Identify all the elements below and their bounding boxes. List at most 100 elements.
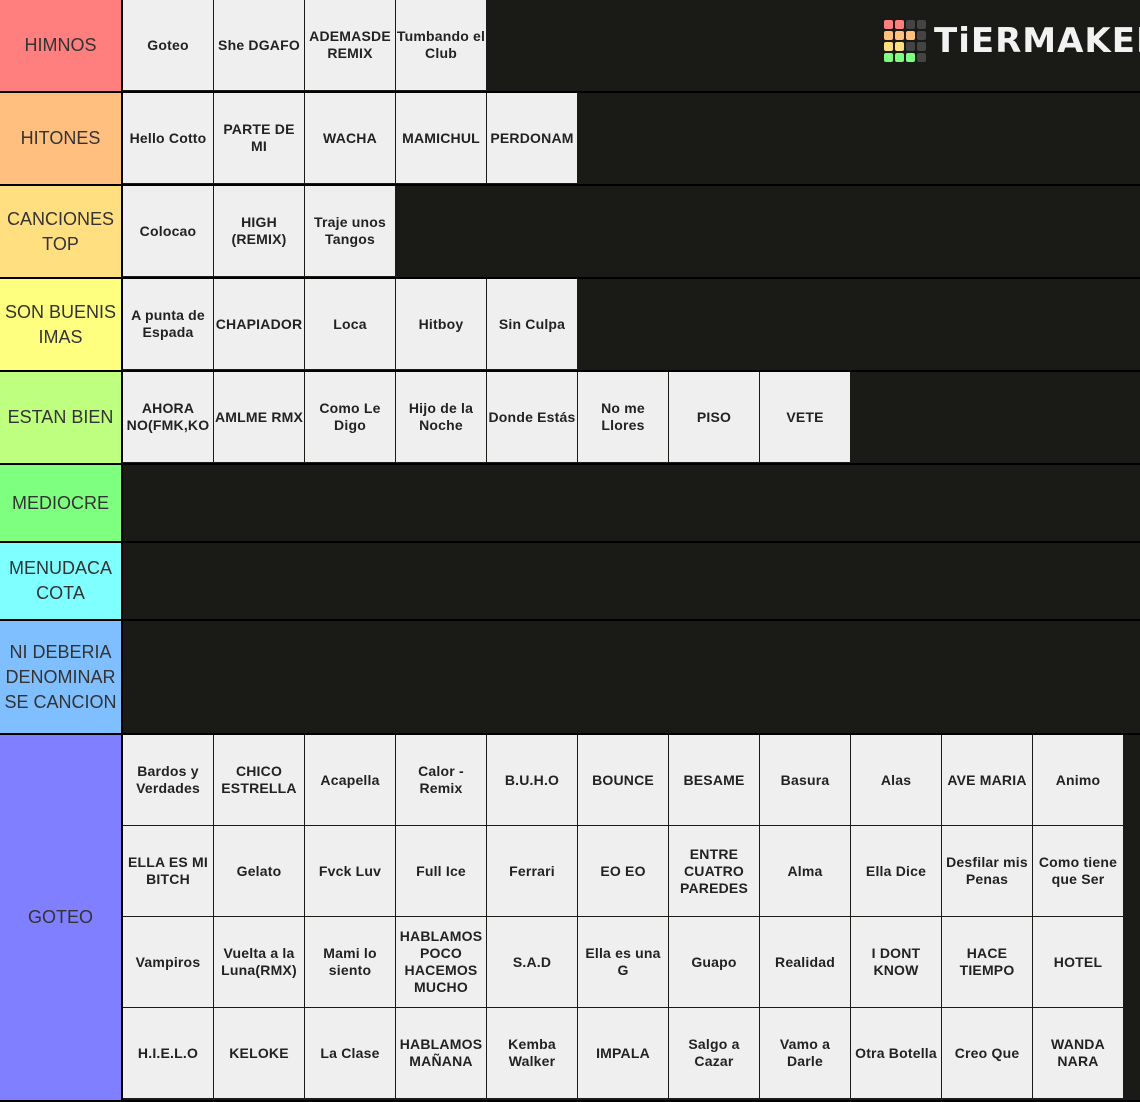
tier-item: Realidad: [760, 917, 850, 1007]
tier-item: No me Llores: [578, 372, 668, 462]
tier-item-text: Traje unos Tangos: [313, 214, 387, 247]
tier-item-text: HACE TIEMPO: [959, 945, 1015, 978]
tier-item-text: I DONT KNOW: [871, 945, 921, 978]
tier-item-text: EO EO: [600, 862, 646, 879]
tier-item-text: Vampiros: [135, 953, 201, 970]
tier-item-text: Fvck Luv: [318, 862, 382, 879]
logo-icon: [884, 20, 926, 62]
tier-item-text: CHAPIADOR: [215, 315, 303, 332]
tier-item: B.U.H.O: [487, 735, 577, 825]
tier-row: CANCIONES TOP Colocao HIGH (REMIX) Traje un…: [0, 186, 1140, 279]
tier-item: WANDA NARA: [1033, 1008, 1123, 1098]
tier-item-text: Hitboy: [418, 315, 464, 332]
tier-item-text: Guapo: [691, 953, 737, 970]
tier-label: HITONES: [0, 93, 123, 184]
tier-item: BOUNCE: [578, 735, 668, 825]
tier-item-text: Creo Que: [954, 1044, 1020, 1061]
tier-item-text: WACHA: [323, 129, 377, 146]
tier-label: SON BUENISIMAS: [0, 279, 123, 370]
tier-item: Fvck Luv: [305, 826, 395, 916]
tier-item-text: AHORA NO(FMK,KO: [126, 400, 210, 433]
tier-item-text: Vamo a Darle: [779, 1036, 831, 1069]
tier-label: NI DEBERIA DENOMINARSE CANCION: [0, 621, 123, 733]
tier-item-text: She DGAFO: [218, 36, 300, 53]
tier-item: Kemba Walker: [487, 1008, 577, 1098]
tier-item: AVE MARIA: [942, 735, 1032, 825]
logo: TiERMAKER: [884, 20, 1140, 62]
tier-item-text: S.A.D: [512, 953, 552, 970]
tier-item: KELOKE: [214, 1008, 304, 1098]
tier-items: Colocao HIGH (REMIX) Traje unos Tangos: [123, 186, 1127, 277]
tier-label: GOTEO: [0, 735, 123, 1100]
tier-item: Hello Cotto: [123, 93, 213, 183]
tier-item: Donde Estás: [487, 372, 577, 462]
tier-item-text: MAMICHUL: [402, 129, 480, 146]
tier-item: Ferrari: [487, 826, 577, 916]
tier-item-text: Animo: [1055, 771, 1101, 788]
tier-item-text: HOTEL: [1053, 953, 1103, 970]
tier-item: HIGH (REMIX): [214, 186, 304, 276]
tier-item: ENTRE CUATRO PAREDES: [669, 826, 759, 916]
tier-item-text: No me Llores: [601, 400, 645, 433]
tier-item-text: A punta de Espada: [131, 307, 205, 340]
tier-item: Colocao: [123, 186, 213, 276]
tier-item-text: Alma: [787, 862, 823, 879]
tier-items: AHORA NO(FMK,KO AMLME RMX Como Le Digo Hijo…: [123, 372, 1127, 463]
tier-item: Acapella: [305, 735, 395, 825]
tier-item: PERDONAM: [487, 93, 577, 183]
tier-row: SON BUENISIMAS A punta de Espada CHAPIADOR…: [0, 279, 1140, 372]
tier-item: Mami lo siento: [305, 917, 395, 1007]
tier-item: Basura: [760, 735, 850, 825]
tier-item: Hijo de la Noche: [396, 372, 486, 462]
tier-item-text: HABLAMOS MAÑANA: [399, 1036, 483, 1069]
tier-item: Vamo a Darle: [760, 1008, 850, 1098]
tier-item-text: B.U.H.O: [504, 771, 560, 788]
tier-item-text: Realidad: [775, 953, 835, 970]
tier-item: WACHA: [305, 93, 395, 183]
logo-text: TiERMAKER: [934, 21, 1140, 61]
tier-label: ESTAN BIEN: [0, 372, 123, 463]
tier-item: Full Ice: [396, 826, 486, 916]
tier-item: Vuelta a la Luna(RMX): [214, 917, 304, 1007]
tier-row: ESTAN BIEN AHORA NO(FMK,KO AMLME RMX Como L…: [0, 372, 1140, 465]
tier-row: GOTEO Bardos y Verdades CHICO ESTRELLA Acap…: [0, 735, 1140, 1102]
tier-item: I DONT KNOW: [851, 917, 941, 1007]
tier-item-text: VETE: [786, 408, 824, 425]
tier-item-text: Ella Dice: [865, 862, 927, 879]
tier-item: Calor - Remix: [396, 735, 486, 825]
tier-item: EO EO: [578, 826, 668, 916]
tier-item: HABLAMOS POCO HACEMOS MUCHO: [396, 917, 486, 1007]
tier-item-text: Hello Cotto: [129, 129, 207, 146]
tier-item: VETE: [760, 372, 850, 462]
tier-item-text: CHICO ESTRELLA: [221, 763, 297, 796]
tier-item-text: Hijo de la Noche: [408, 400, 474, 433]
tier-items: [123, 465, 1127, 541]
tier-item: HABLAMOS MAÑANA: [396, 1008, 486, 1098]
tier-item-text: HIGH (REMIX): [231, 214, 287, 247]
tier-item: Sin Culpa: [487, 279, 577, 369]
tier-item-text: Gelato: [236, 862, 282, 879]
tier-item-text: Colocao: [139, 222, 197, 239]
tier-item-text: PARTE DE MI: [223, 121, 295, 154]
tier-item-text: Donde Estás: [488, 408, 576, 425]
tier-item-text: IMPALA: [596, 1044, 650, 1061]
tier-label: CANCIONES TOP: [0, 186, 123, 277]
tier-item-text: PISO: [696, 408, 732, 425]
tier-item: ADEMASDE REMIX: [305, 0, 395, 90]
tier-row: MEDIOCRE: [0, 465, 1140, 543]
tier-item: Vampiros: [123, 917, 213, 1007]
tier-item: Goteo: [123, 0, 213, 90]
tier-item-text: Basura: [780, 771, 830, 788]
tier-item-text: WANDA NARA: [1051, 1036, 1105, 1069]
tier-item: AHORA NO(FMK,KO: [123, 372, 213, 462]
tier-item-text: Goteo: [147, 36, 189, 53]
tier-item: IMPALA: [578, 1008, 668, 1098]
tier-item: She DGAFO: [214, 0, 304, 90]
tier-item: Bardos y Verdades: [123, 735, 213, 825]
tier-item-text: Salgo a Cazar: [688, 1036, 740, 1069]
tier-item: Como Le Digo: [305, 372, 395, 462]
tier-row: NI DEBERIA DENOMINARSE CANCION: [0, 621, 1140, 735]
tier-item-text: ELLA ES MI BITCH: [127, 854, 209, 887]
tier-item: AMLME RMX: [214, 372, 304, 462]
